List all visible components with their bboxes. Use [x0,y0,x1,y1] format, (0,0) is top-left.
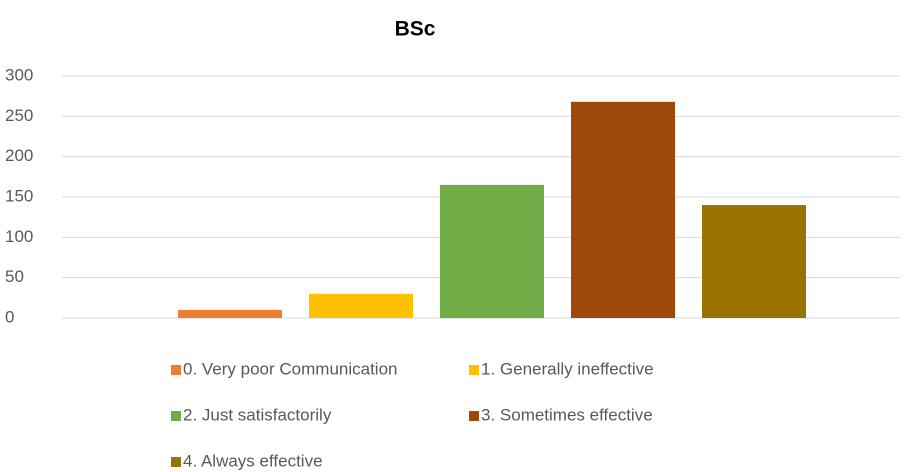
legend-swatch [469,365,479,375]
legend-swatch [171,457,181,467]
legend-label: 1. Generally ineffective [481,359,654,378]
chart-title: BSc [395,18,436,41]
y-tick-label: 300 [5,65,33,84]
bar [178,309,282,318]
y-tick-label: 150 [5,186,33,205]
bar [571,101,675,319]
bar [440,184,544,318]
y-tick-label: 250 [5,106,33,125]
legend-label: 2. Just satisfactorily [183,405,332,424]
y-tick-label: 100 [5,227,33,246]
legend-label: 0. Very poor Communication [183,359,398,378]
bar [702,205,806,318]
bar [309,293,413,318]
legend-label: 4. Always effective [183,451,323,470]
legend-swatch [171,411,181,421]
y-tick-label: 50 [5,267,24,286]
y-tick-label: 0 [5,307,14,326]
legend-swatch [171,365,181,375]
y-tick-label: 200 [5,146,33,165]
legend-label: 3. Sometimes effective [481,405,653,424]
legend-swatch [469,411,479,421]
